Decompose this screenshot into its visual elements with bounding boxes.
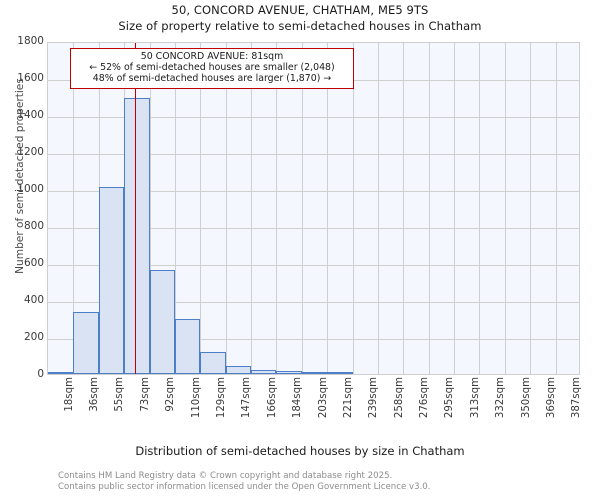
y-tick-label: 0 [37, 368, 44, 380]
gridline-vertical [504, 43, 506, 374]
gridline-horizontal [48, 265, 579, 266]
gridline-horizontal [48, 191, 579, 192]
x-tick-label: 129sqm [215, 377, 227, 419]
x-tick-label: 55sqm [114, 377, 126, 412]
bar [149, 270, 175, 374]
x-tick-label: 276sqm [419, 377, 431, 419]
gridline-vertical [352, 43, 354, 374]
x-tick-label: 36sqm [89, 377, 101, 412]
bar [48, 372, 74, 374]
page-subtitle: Size of property relative to semi-detach… [118, 19, 482, 33]
gridline-vertical [276, 43, 278, 374]
y-tick-label: 400 [23, 294, 44, 306]
bar [301, 372, 328, 374]
gridline-vertical [225, 43, 227, 374]
y-tick-label: 1400 [17, 109, 44, 121]
gridline-vertical [301, 43, 303, 374]
gridline-vertical [327, 43, 329, 374]
gridline-vertical [174, 43, 176, 374]
bar [174, 318, 201, 374]
x-tick-label: 166sqm [266, 377, 278, 419]
gridline-vertical [530, 43, 532, 374]
y-tick-label: 1200 [17, 146, 44, 158]
gridline-vertical [403, 43, 405, 374]
x-tick-label: 332sqm [495, 377, 507, 419]
y-axis-ticks: 0 200 400 600 800 1000 1200 1400 1600 1800 [0, 35, 44, 380]
annotation-line-1: 50 CONCORD AVENUE: 81sqm [140, 51, 284, 62]
gridline-horizontal [48, 339, 579, 340]
bar [200, 351, 226, 374]
bar [251, 370, 277, 374]
y-tick-label: 200 [23, 331, 44, 343]
bar [225, 365, 252, 374]
property-marker-line [134, 43, 137, 374]
bar [98, 187, 125, 374]
gridline-vertical [200, 43, 202, 374]
gridline-vertical [479, 43, 481, 374]
bar [327, 372, 353, 374]
x-tick-label: 295sqm [444, 377, 456, 419]
footer-line-2: Contains public sector information licen… [58, 481, 431, 492]
annotation-line-2: ← 52% of semi-detached houses are smalle… [89, 62, 335, 74]
x-tick-label: 147sqm [241, 377, 253, 419]
gridline-vertical [555, 43, 557, 374]
x-tick-label: 313sqm [469, 377, 481, 419]
x-tick-label: 221sqm [342, 377, 354, 419]
y-tick-label: 1000 [17, 183, 44, 195]
x-tick-label: 369sqm [545, 377, 557, 419]
gridline-horizontal [48, 117, 579, 118]
y-axis-label: Number of semi-detached properties [14, 78, 26, 274]
x-tick-label: 92sqm [165, 377, 177, 412]
gridline-vertical [73, 43, 75, 374]
bar [73, 312, 99, 374]
x-tick-label: 73sqm [139, 377, 151, 412]
gridline-vertical [454, 43, 456, 374]
x-tick-label: 110sqm [190, 377, 202, 419]
x-axis-label: Distribution of semi-detached houses by … [135, 444, 465, 458]
x-tick-label: 203sqm [317, 377, 329, 419]
y-tick-label: 800 [23, 220, 44, 232]
x-tick-label: 258sqm [393, 377, 405, 419]
annotation-box: 50 CONCORD AVENUE: 81sqm ← 52% of semi-d… [70, 48, 354, 89]
x-tick-label: 239sqm [368, 377, 380, 419]
gridline-horizontal [48, 228, 579, 229]
gridline-horizontal [48, 154, 579, 155]
bar [124, 98, 150, 374]
plot-area [47, 42, 580, 375]
y-tick-label: 1600 [17, 72, 44, 84]
gridline-vertical [251, 43, 253, 374]
footer-line-1: Contains HM Land Registry data © Crown c… [58, 471, 393, 481]
x-axis-ticks: 18sqm 36sqm 55sqm 73sqm 92sqm 110sqm 129sqm 147… [47, 377, 583, 441]
annotation-line-3: 48% of semi-detached houses are larger (… [92, 73, 332, 85]
page-title: 50, CONCORD AVENUE, CHATHAM, ME5 9TS [171, 3, 429, 17]
x-tick-label: 18sqm [63, 377, 75, 412]
gridline-vertical [377, 43, 379, 374]
x-tick-label: 387sqm [571, 377, 583, 419]
y-tick-label: 600 [23, 257, 44, 269]
x-tick-label: 184sqm [292, 377, 304, 419]
gridline-vertical [428, 43, 430, 374]
footer-attribution: Contains HM Land Registry data © Crown c… [58, 471, 588, 492]
x-tick-label: 350sqm [520, 377, 532, 419]
y-tick-label: 1800 [17, 35, 44, 47]
bar [276, 371, 302, 374]
gridline-horizontal [48, 302, 579, 303]
gridline-vertical [149, 43, 151, 374]
